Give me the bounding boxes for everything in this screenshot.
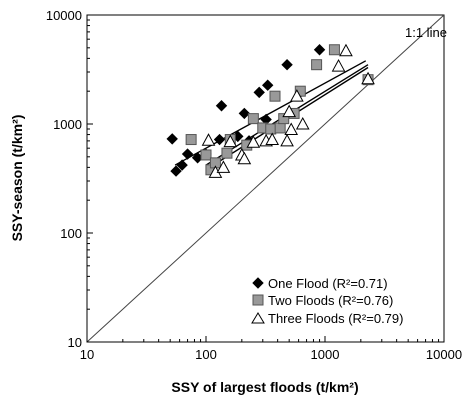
legend: One Flood (R²=0.71) Two Floods (R²=0.76)… bbox=[251, 276, 403, 326]
data-point-three-floods bbox=[295, 116, 310, 130]
x-tick-label: 100 bbox=[195, 347, 217, 362]
data-point-one-flood bbox=[215, 100, 228, 112]
data-point-three-floods bbox=[216, 160, 231, 173]
legend-item-two-floods: Two Floods (R²=0.76) bbox=[252, 293, 393, 308]
legend-marker-square bbox=[252, 294, 264, 306]
data-point-two-floods bbox=[311, 59, 323, 71]
data-point-two-floods bbox=[200, 149, 212, 161]
data-point-one-flood bbox=[238, 107, 251, 120]
data-point-three-floods bbox=[201, 133, 216, 146]
data-point-three-floods bbox=[339, 43, 353, 57]
data-point-three-floods bbox=[284, 122, 299, 136]
data-point-three-floods bbox=[237, 151, 252, 165]
y-tick-label: 100 bbox=[60, 226, 82, 241]
data-point-two-floods bbox=[274, 122, 286, 134]
data-point-two-floods bbox=[221, 147, 233, 159]
data-point-two-floods bbox=[269, 90, 281, 102]
data-point-one-flood bbox=[166, 133, 178, 145]
x-tick-label: 10000 bbox=[426, 347, 462, 362]
legend-label-one-flood: One Flood (R²=0.71) bbox=[268, 276, 388, 291]
data-point-three-floods bbox=[223, 134, 238, 148]
y-tick-label: 10 bbox=[68, 335, 82, 350]
tick-layer: 10 100 1000 10000 10 100 1000 10000 bbox=[46, 8, 462, 362]
data-point-three-floods bbox=[265, 132, 280, 146]
data-point-one-flood bbox=[213, 133, 226, 146]
data-point-one-flood bbox=[176, 159, 188, 171]
data-point-three-floods bbox=[246, 135, 261, 148]
legend-marker-diamond bbox=[252, 277, 264, 289]
data-point-one-flood bbox=[261, 79, 274, 91]
y-tick-label: 10000 bbox=[46, 8, 82, 23]
data-point-three-floods bbox=[361, 71, 375, 85]
trendline-series-1 bbox=[174, 60, 367, 166]
reference-line-layer bbox=[86, 14, 445, 343]
legend-item-one-flood: One Flood (R²=0.71) bbox=[252, 276, 388, 291]
data-point-one-flood bbox=[170, 165, 182, 177]
data-point-one-flood bbox=[181, 148, 194, 160]
data-point-two-floods bbox=[247, 113, 259, 125]
legend-item-three-floods: Three Floods (R²=0.79) bbox=[251, 311, 403, 326]
data-point-two-floods bbox=[328, 44, 340, 56]
data-point-three-floods bbox=[290, 89, 304, 102]
one-to-one-line-label: 1:1 line bbox=[405, 25, 447, 40]
legend-label-three-floods: Three Floods (R²=0.79) bbox=[268, 311, 403, 326]
x-tick-label: 10 bbox=[80, 347, 94, 362]
data-point-one-flood bbox=[313, 44, 326, 56]
data-point-layer bbox=[166, 43, 375, 178]
x-axis-title: SSY of largest floods (t/km²) bbox=[171, 379, 358, 395]
x-tick-label: 1000 bbox=[311, 347, 340, 362]
data-point-one-flood bbox=[281, 58, 293, 71]
data-point-two-floods bbox=[185, 134, 197, 146]
data-point-three-floods bbox=[331, 59, 346, 72]
one-to-one-line bbox=[86, 14, 445, 343]
y-tick-label: 1000 bbox=[53, 117, 82, 132]
data-point-three-floods bbox=[280, 133, 294, 147]
data-point-two-floods bbox=[265, 123, 277, 135]
legend-marker-triangle bbox=[251, 312, 265, 324]
data-point-one-flood bbox=[253, 86, 265, 99]
data-point-three-floods bbox=[282, 104, 297, 118]
y-axis-title: SSY-season (t/km²) bbox=[9, 115, 25, 242]
legend-label-two-floods: Two Floods (R²=0.76) bbox=[268, 293, 393, 308]
